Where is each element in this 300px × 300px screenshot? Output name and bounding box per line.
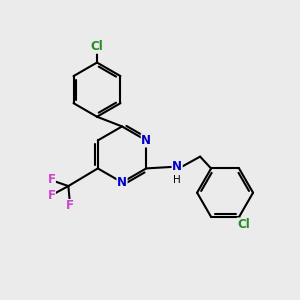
- Text: N: N: [172, 160, 182, 173]
- Text: H: H: [173, 175, 181, 185]
- Text: N: N: [117, 176, 127, 189]
- Text: Cl: Cl: [91, 40, 103, 53]
- Text: F: F: [66, 199, 74, 212]
- Text: F: F: [48, 189, 56, 202]
- Text: F: F: [48, 173, 56, 186]
- Text: N: N: [141, 134, 151, 147]
- Text: Cl: Cl: [237, 218, 250, 231]
